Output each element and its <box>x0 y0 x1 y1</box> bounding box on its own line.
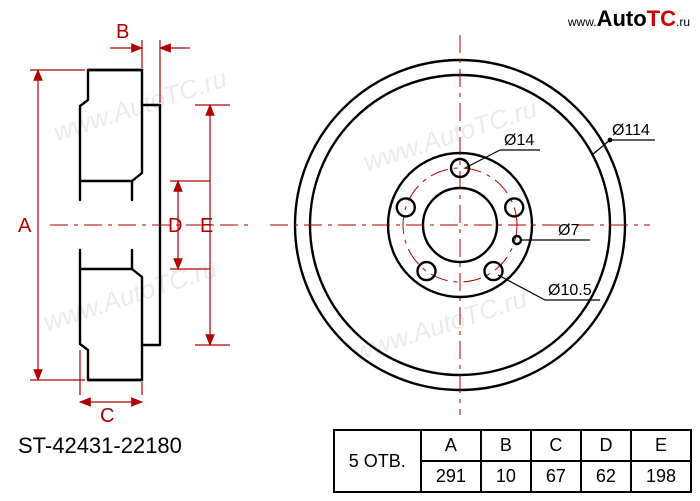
technical-drawing: A B C D E <box>0 0 700 501</box>
part-number: ST-42431-22180 <box>18 433 182 459</box>
face-view: Ø114 Ø14 Ø7 Ø10.5 <box>270 35 655 415</box>
th-c: C <box>531 430 581 461</box>
drawing-canvas: { "part_number": "ST-42431-22180", "hole… <box>0 0 700 501</box>
td-a: 291 <box>421 461 481 492</box>
dia-bolt-label: Ø14 <box>504 132 534 149</box>
dim-d-label: D <box>168 215 182 237</box>
td-d: 62 <box>581 461 631 492</box>
td-c: 67 <box>531 461 581 492</box>
dim-c-label: C <box>100 405 114 427</box>
td-e: 198 <box>631 461 691 492</box>
section-view: A B C D E <box>18 21 250 427</box>
th-b: B <box>481 430 531 461</box>
th-a: A <box>421 430 481 461</box>
th-e: E <box>631 430 691 461</box>
td-b: 10 <box>481 461 531 492</box>
dim-b-label: B <box>116 21 129 43</box>
dimension-table: 5 ОТВ. A B C D E 291 10 67 62 198 <box>333 429 692 493</box>
dia-hole-label: Ø10.5 <box>548 282 592 299</box>
dim-a-label: A <box>18 215 32 237</box>
dia-pin-label: Ø7 <box>558 222 579 239</box>
dim-e-label: E <box>200 215 213 237</box>
table-row: 5 ОТВ. A B C D E <box>334 430 691 461</box>
holes-count-cell: 5 ОТВ. <box>334 430 421 492</box>
dia-outer-label: Ø114 <box>612 122 650 139</box>
th-d: D <box>581 430 631 461</box>
